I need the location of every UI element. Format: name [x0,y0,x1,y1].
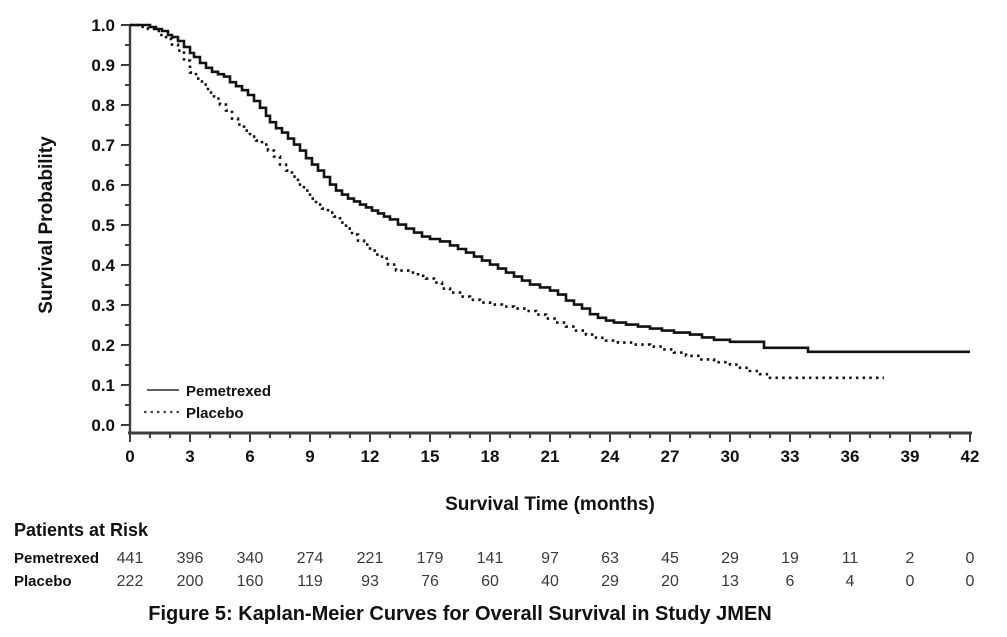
x-tick-label: 30 [721,447,740,466]
x-axis-title: Survival Time (months) [445,494,655,515]
x-tick-label: 15 [421,447,440,466]
risk-count: 11 [842,550,859,567]
risk-row-label-placebo: Placebo [14,573,72,590]
risk-count: 93 [361,573,379,590]
risk-count: 97 [541,550,559,567]
risk-count: 0 [966,573,975,590]
risk-count: 160 [237,573,264,590]
x-tick-label: 24 [601,447,620,466]
x-tick-label: 27 [661,447,680,466]
y-tick-label: 0.2 [91,336,115,355]
y-axis-ticks: 1.0 0.9 0.8 0.7 0.6 0.5 0.4 0.3 0.2 0.1 0.0 [91,16,130,435]
x-tick-label: 39 [901,447,920,466]
y-tick-label: 0.0 [91,416,115,435]
risk-count: 119 [297,573,323,590]
risk-count: 396 [177,550,204,567]
risk-count: 141 [477,550,504,567]
x-axis-ticks: 0 3 6 9 12 15 18 21 24 27 30 33 36 39 42 [125,433,979,466]
x-tick-label: 33 [781,447,800,466]
risk-count: 76 [421,573,439,590]
risk-count: 6 [786,573,795,590]
y-tick-label: 0.4 [91,256,115,275]
y-tick-label: 0.7 [91,136,115,155]
risk-count: 29 [721,550,739,567]
pemetrexed-curve [130,23,970,354]
y-tick-label: 0.3 [91,296,115,315]
risk-count: 2 [906,550,915,567]
risk-count: 63 [601,550,619,567]
x-tick-label: 42 [961,447,980,466]
y-tick-label: 0.5 [91,216,115,235]
risk-count: 221 [357,550,384,567]
risk-count: 179 [417,550,444,567]
risk-count: 40 [541,573,559,590]
risk-count: 0 [966,550,975,567]
risk-count: 340 [237,550,264,567]
risk-count: 13 [721,573,739,590]
y-axis-title: Survival Probability [36,136,57,314]
legend: Pemetrexed Placebo [144,383,271,422]
risk-count: 222 [117,573,144,590]
y-tick-label: 0.8 [91,96,115,115]
risk-count: 45 [661,550,679,567]
legend-label-placebo: Placebo [186,405,244,422]
x-tick-label: 9 [305,447,314,466]
risk-count: 274 [297,550,324,567]
survival-curves [130,23,970,380]
risk-count: 19 [781,550,799,567]
x-tick-label: 6 [245,447,254,466]
x-tick-label: 21 [541,447,560,466]
legend-label-pemetrexed: Pemetrexed [186,383,271,400]
x-tick-label: 0 [125,447,134,466]
risk-count: 29 [601,573,619,590]
x-tick-label: 12 [361,447,380,466]
x-tick-label: 3 [185,447,194,466]
risk-count: 0 [906,573,915,590]
risk-count: 200 [177,573,204,590]
placebo-curve [130,23,884,380]
risk-count: 441 [117,550,144,567]
risk-row-label-pemetrexed: Pemetrexed [14,550,99,567]
x-tick-label: 18 [481,447,500,466]
figure-caption: Figure 5: Kaplan-Meier Curves for Overal… [148,603,772,625]
risk-count: 60 [481,573,499,590]
y-tick-label: 0.6 [91,176,115,195]
y-tick-label: 0.9 [91,56,115,75]
patients-at-risk-header: Patients at Risk [14,520,149,540]
risk-count: 4 [846,573,855,590]
x-tick-label: 36 [841,447,860,466]
risk-count: 20 [661,573,679,590]
y-tick-label: 1.0 [91,16,115,35]
y-tick-label: 0.1 [91,376,115,395]
